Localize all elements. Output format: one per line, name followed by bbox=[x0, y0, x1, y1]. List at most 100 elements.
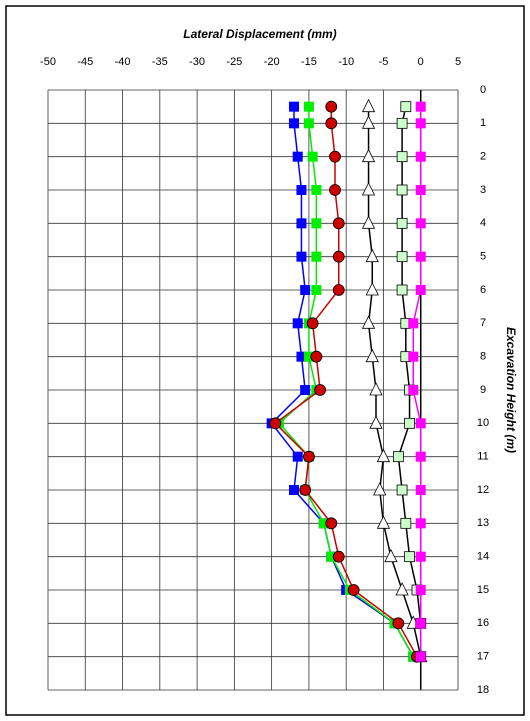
marker bbox=[329, 150, 341, 163]
x-tick-label: 0 bbox=[418, 56, 424, 68]
marker bbox=[361, 182, 376, 196]
y-tick-label: 18 bbox=[477, 684, 489, 696]
x-tick-label: -40 bbox=[115, 56, 131, 68]
y-tick-label: 3 bbox=[480, 184, 486, 196]
x-tick-label: -10 bbox=[338, 56, 354, 68]
marker bbox=[329, 184, 341, 196]
marker bbox=[311, 285, 322, 295]
marker bbox=[404, 551, 415, 563]
marker bbox=[361, 215, 376, 229]
marker bbox=[361, 315, 376, 329]
marker bbox=[392, 451, 404, 463]
marker bbox=[361, 98, 376, 113]
y-tick-label: 8 bbox=[480, 351, 486, 363]
marker bbox=[314, 384, 326, 396]
marker bbox=[289, 485, 299, 495]
marker bbox=[415, 185, 426, 195]
marker bbox=[395, 582, 409, 596]
marker bbox=[396, 284, 408, 296]
marker bbox=[369, 382, 383, 396]
marker bbox=[408, 385, 419, 395]
marker bbox=[303, 118, 314, 129]
series-line bbox=[412, 106, 422, 657]
marker bbox=[361, 148, 376, 163]
frame bbox=[5, 5, 525, 716]
marker bbox=[415, 518, 426, 529]
x-tick-label: 5 bbox=[455, 56, 461, 68]
chart-title: Lateral Displacement (mm) bbox=[183, 27, 336, 41]
marker bbox=[396, 117, 408, 129]
series-line bbox=[397, 106, 422, 657]
marker bbox=[376, 515, 391, 529]
marker bbox=[292, 151, 303, 162]
y-tick-label: 7 bbox=[480, 317, 486, 329]
y-tick-label: 4 bbox=[480, 217, 486, 229]
marker bbox=[325, 100, 338, 113]
marker bbox=[396, 184, 408, 196]
marker bbox=[296, 185, 307, 195]
marker bbox=[332, 550, 345, 563]
marker bbox=[396, 251, 408, 263]
marker bbox=[289, 118, 299, 129]
marker bbox=[296, 351, 307, 362]
x-tick-label: -35 bbox=[152, 56, 168, 68]
y-axis-label: Excavation Height (m) bbox=[504, 327, 518, 453]
marker bbox=[415, 551, 426, 562]
marker bbox=[299, 484, 312, 496]
marker bbox=[292, 451, 303, 462]
x-tick-label: -50 bbox=[40, 56, 56, 68]
y-tick-label: 14 bbox=[477, 551, 489, 563]
marker bbox=[296, 251, 307, 262]
y-tick-label: 0 bbox=[480, 84, 486, 96]
marker bbox=[415, 118, 426, 129]
marker bbox=[292, 318, 303, 329]
marker bbox=[415, 451, 426, 462]
marker bbox=[415, 218, 426, 229]
marker bbox=[415, 151, 426, 162]
x-tick-label: -20 bbox=[264, 56, 280, 68]
marker bbox=[303, 351, 314, 362]
series-line bbox=[270, 106, 414, 658]
marker bbox=[306, 317, 319, 330]
y-tick-label: 15 bbox=[477, 584, 489, 596]
marker bbox=[396, 484, 408, 496]
y-tick-label: 6 bbox=[480, 284, 486, 296]
marker bbox=[289, 101, 299, 112]
y-tick-label: 17 bbox=[477, 651, 489, 663]
marker bbox=[408, 318, 419, 329]
marker bbox=[376, 448, 391, 463]
marker bbox=[361, 115, 376, 129]
marker bbox=[415, 251, 426, 262]
x-tick-label: -15 bbox=[301, 56, 317, 68]
y-tick-label: 13 bbox=[477, 517, 489, 529]
marker bbox=[384, 548, 398, 563]
marker bbox=[325, 517, 338, 530]
marker bbox=[347, 584, 360, 596]
series-line bbox=[278, 106, 414, 658]
marker bbox=[396, 217, 408, 229]
marker bbox=[415, 485, 426, 495]
y-tick-label: 1 bbox=[480, 117, 486, 129]
marker bbox=[415, 585, 426, 595]
marker bbox=[400, 101, 412, 113]
y-tick-label: 16 bbox=[477, 617, 489, 629]
marker bbox=[365, 282, 379, 296]
marker bbox=[300, 385, 311, 395]
marker bbox=[369, 415, 383, 429]
y-tick-label: 9 bbox=[480, 384, 486, 396]
marker bbox=[415, 418, 426, 429]
marker bbox=[307, 151, 318, 162]
marker bbox=[303, 450, 315, 463]
x-tick-label: -45 bbox=[77, 56, 93, 68]
marker bbox=[303, 101, 314, 112]
marker bbox=[392, 617, 405, 630]
x-tick-label: -30 bbox=[189, 56, 205, 68]
marker bbox=[415, 618, 426, 629]
marker bbox=[396, 151, 408, 163]
y-tick-label: 10 bbox=[477, 417, 489, 429]
marker bbox=[332, 284, 345, 296]
marker bbox=[365, 348, 379, 363]
marker bbox=[332, 250, 345, 263]
y-tick-label: 11 bbox=[477, 451, 488, 463]
